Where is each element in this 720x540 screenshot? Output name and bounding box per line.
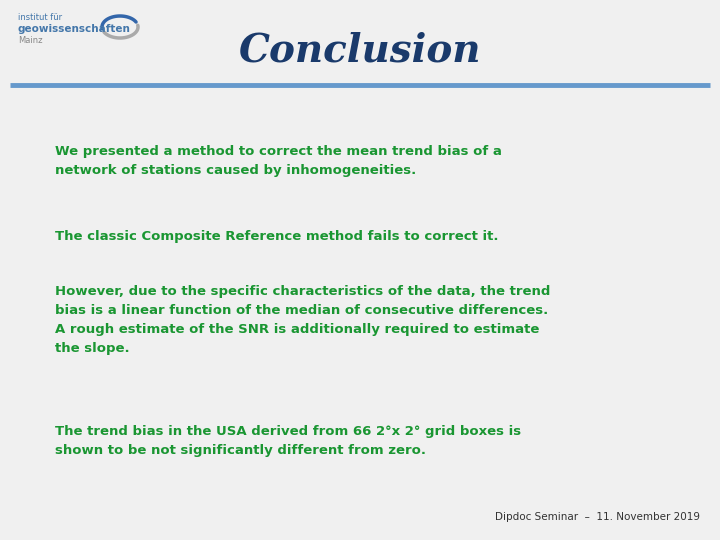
Text: However, due to the specific characteristics of the data, the trend
bias is a li: However, due to the specific characteris… xyxy=(55,285,550,355)
Text: The classic Composite Reference method fails to correct it.: The classic Composite Reference method f… xyxy=(55,230,498,243)
Text: We presented a method to correct the mean trend bias of a
network of stations ca: We presented a method to correct the mea… xyxy=(55,145,502,177)
Text: Dipdoc Seminar  –  11. November 2019: Dipdoc Seminar – 11. November 2019 xyxy=(495,512,700,522)
Text: institut für: institut für xyxy=(18,13,62,22)
Text: Mainz: Mainz xyxy=(18,36,42,45)
Text: Conclusion: Conclusion xyxy=(239,31,481,69)
Text: geowissenschaften: geowissenschaften xyxy=(18,24,131,34)
Text: The trend bias in the USA derived from 66 2°x 2° grid boxes is
shown to be not s: The trend bias in the USA derived from 6… xyxy=(55,425,521,457)
